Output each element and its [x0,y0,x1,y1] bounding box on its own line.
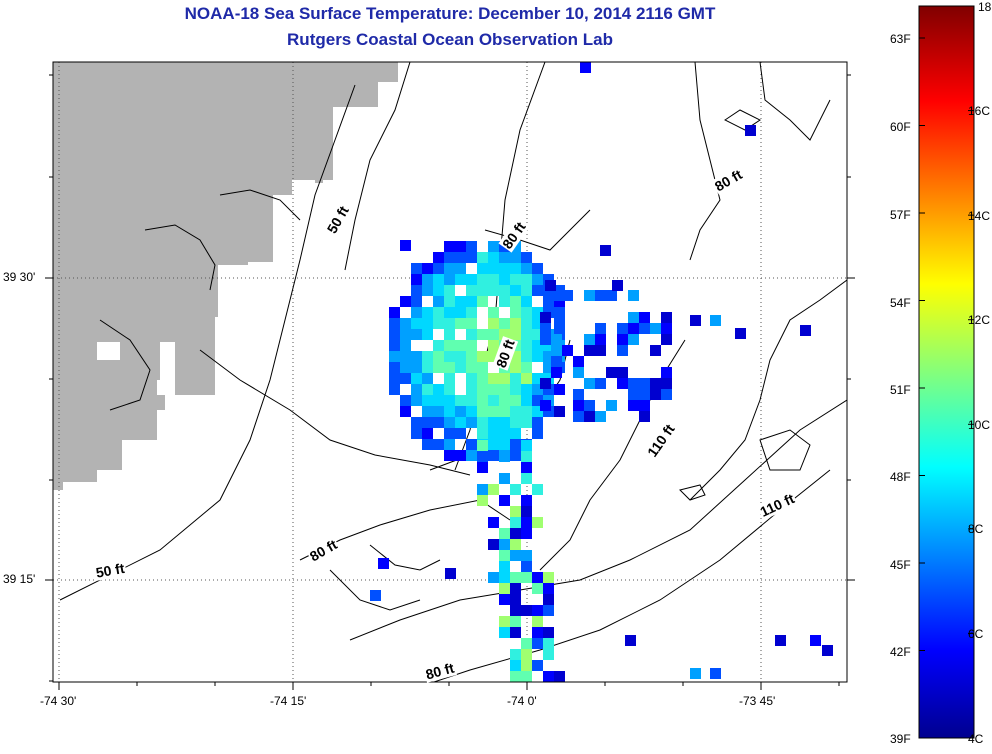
colorbar-label-f: 45F [890,558,911,572]
map-title: NOAA-18 Sea Surface Temperature: Decembe… [184,4,716,23]
colorbar [918,5,975,739]
colorbar-label-f: 51F [890,383,911,397]
colorbar-label-c: 18C [978,0,992,14]
colorbar-label-f: 48F [890,470,911,484]
x-tick-label: -74 0' [507,694,537,708]
colorbar-label-c: 12C [968,313,991,327]
colorbar-label-c: 16C [968,104,991,118]
colorbar-label-c: 6C [968,627,984,641]
colorbar-label-c: 14C [968,209,991,223]
colorbar-label-c: 4C [968,732,984,746]
land-mass [53,62,398,490]
y-tick-label: 39 15' [3,572,36,586]
y-tick-label: 39 30' [3,270,36,284]
x-tick-label: -74 30' [40,694,77,708]
colorbar-label-f: 57F [890,208,911,222]
x-tick-label: -73 45' [739,694,776,708]
colorbar-label-c: 10C [968,418,991,432]
colorbar-label-f: 39F [890,732,911,746]
map-subtitle: Rutgers Coastal Ocean Observation Lab [287,30,613,49]
colorbar-label-c: 8C [968,522,984,536]
colorbar-label-f: 42F [890,645,911,659]
sst-pixels [370,62,833,682]
x-tick-label: -74 15' [270,694,307,708]
colorbar-label-f: 63F [890,32,911,46]
colorbar-label-f: 60F [890,120,911,134]
colorbar-label-f: 54F [890,296,911,310]
